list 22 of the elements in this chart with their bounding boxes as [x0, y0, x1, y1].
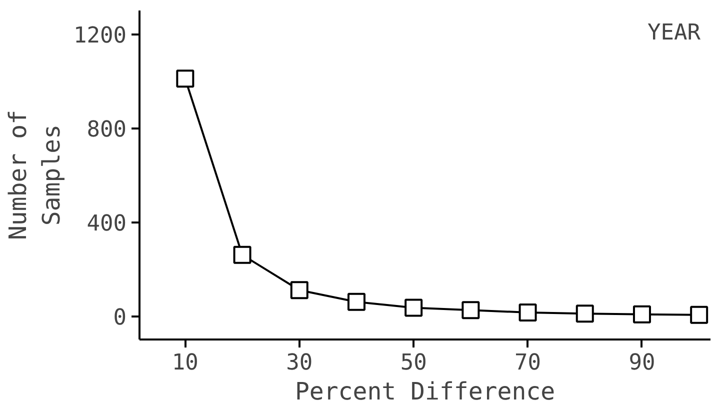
- y-tick-label: 0: [113, 306, 127, 330]
- point: [462, 301, 480, 320]
- point: [290, 281, 308, 300]
- y-tick-label: 400: [86, 212, 127, 236]
- x-tick-label: 50: [400, 350, 427, 376]
- point: [404, 298, 423, 317]
- y-tick-label: 1200: [74, 24, 127, 48]
- point: [576, 304, 594, 323]
- x-tick-label: 90: [628, 350, 656, 376]
- x-tick-label: 30: [286, 350, 313, 376]
- point: [518, 303, 537, 322]
- x-axis-title: Percent Difference: [294, 378, 556, 406]
- annotation: YEAR: [648, 20, 702, 46]
- point: [632, 305, 651, 324]
- point: [347, 292, 366, 311]
- x-tick-label: 10: [172, 350, 198, 376]
- point: [690, 306, 708, 324]
- y-tick-label: 800: [86, 118, 127, 142]
- point: [233, 246, 252, 264]
- point: [176, 70, 194, 88]
- y-axis-title: Number of Samples: [4, 110, 66, 240]
- x-tick-label: 70: [514, 350, 542, 376]
